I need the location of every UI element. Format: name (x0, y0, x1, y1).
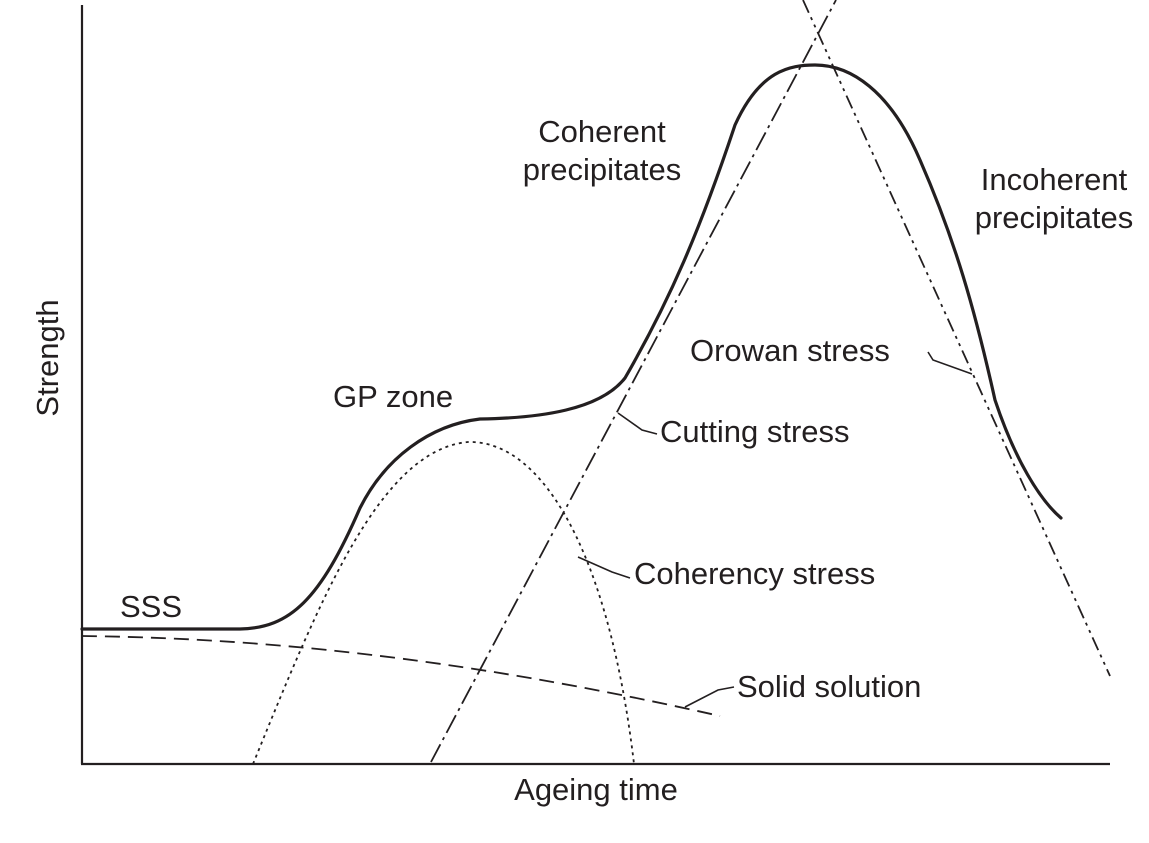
incoherent-label-line2: precipitates (975, 200, 1134, 235)
cutting-stress-label: Cutting stress (660, 414, 850, 449)
solid-solution-leader (684, 686, 735, 708)
solid-solution-label: Solid solution (737, 669, 921, 704)
coherent-label-line1: Coherent (538, 114, 666, 149)
coherency-stress-curve (252, 441, 635, 765)
orowan-stress-line (802, 0, 1111, 677)
coherency-stress-label: Coherency stress (634, 556, 875, 591)
cutting-leader (617, 412, 658, 435)
orowan-stress-label: Orowan stress (690, 333, 890, 368)
coherent-label-line2: precipitates (523, 152, 682, 187)
cutting-stress-line (430, 0, 837, 763)
incoherent-label-line1: Incoherent (981, 162, 1128, 197)
solid-solution-curve (81, 635, 721, 717)
coherency-leader (577, 556, 631, 579)
y-axis-label: Strength (30, 299, 65, 416)
x-axis-label: Ageing time (514, 772, 678, 807)
gp-zone-label: GP zone (333, 379, 453, 414)
orowan-leader (927, 351, 973, 375)
strength-curve (80, 63, 1063, 631)
sss-label: SSS (120, 589, 182, 624)
